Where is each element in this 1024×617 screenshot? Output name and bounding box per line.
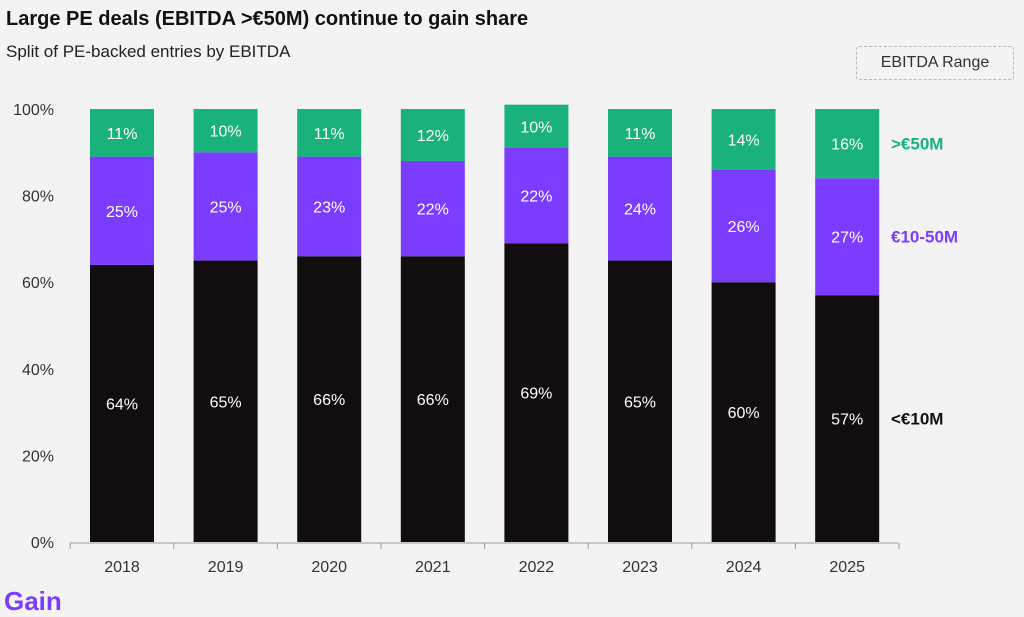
- bar-segment-10m: [90, 264, 154, 542]
- data-label: 26%: [728, 219, 760, 236]
- x-tick-label: 2023: [622, 559, 658, 576]
- x-tick-label: 2025: [829, 559, 865, 576]
- data-label: 11%: [107, 126, 138, 143]
- chart-subtitle: Split of PE-backed entries by EBITDA: [6, 42, 291, 61]
- x-tick-label: 2018: [104, 559, 140, 576]
- data-label: 16%: [831, 137, 863, 154]
- bar-segment-50m: [504, 104, 569, 148]
- bar-segment-50m: [608, 109, 672, 157]
- data-label: 57%: [831, 412, 863, 429]
- y-tick-label: 60%: [22, 275, 54, 292]
- bar-segment-50m: [297, 109, 362, 157]
- bar-segment-10m: [193, 260, 258, 542]
- data-label: 11%: [625, 126, 656, 143]
- bar-segment-10-50m: [608, 156, 672, 261]
- series-labels: <€10M €10-50M >€50M: [891, 135, 958, 429]
- data-label: 65%: [624, 394, 656, 411]
- data-label: 25%: [106, 204, 138, 221]
- bar-segment-10m: [297, 256, 362, 542]
- bar-segment-10-50m: [193, 152, 258, 261]
- y-tick-label: 20%: [22, 448, 54, 465]
- data-label: 65%: [210, 394, 242, 411]
- data-label: 64%: [106, 396, 138, 413]
- data-label: 27%: [831, 230, 863, 247]
- series-label: <€10M: [891, 410, 943, 429]
- data-label: 24%: [624, 202, 656, 219]
- y-tick-label: 80%: [22, 189, 54, 206]
- y-tick-label: 40%: [22, 362, 54, 379]
- bar-segment-50m: [193, 109, 258, 153]
- data-label: 12%: [417, 128, 449, 145]
- data-label: 66%: [313, 392, 345, 409]
- y-tick-label: 100%: [13, 102, 54, 119]
- data-label: 22%: [520, 189, 552, 206]
- data-label: 60%: [728, 405, 760, 422]
- legend-title-box: EBITDA Range: [856, 46, 1014, 80]
- bar-segment-10-50m: [90, 156, 154, 265]
- y-tick-label: 0%: [31, 535, 54, 552]
- bar-segment-50m: [90, 109, 154, 157]
- bar-segment-10m: [815, 295, 880, 542]
- bar-segment-10-50m: [815, 178, 880, 296]
- bars-group: 64% 25% 11% 65% 25% 10% 66% 23% 11% 66% 22% 12% 69% 2…: [90, 104, 880, 543]
- bar-segment-50m: [711, 109, 776, 170]
- data-label: 11%: [314, 126, 345, 143]
- bar-segment-50m: [400, 109, 465, 161]
- data-label: 66%: [417, 392, 449, 409]
- bar-segment-10-50m: [297, 156, 362, 257]
- x-tick-label: 2024: [726, 559, 762, 576]
- series-label: >€50M: [891, 135, 943, 154]
- x-tick-label: 2022: [519, 559, 555, 576]
- data-label: 69%: [520, 386, 552, 403]
- bar-segment-10m: [608, 260, 672, 542]
- data-label: 23%: [313, 199, 345, 216]
- bar-segment-10m: [400, 256, 465, 542]
- data-label: 22%: [417, 202, 449, 219]
- series-label: €10-50M: [891, 228, 958, 247]
- y-axis: 0% 20% 40% 60% 80% 100%: [13, 102, 54, 552]
- chart-title: Large PE deals (EBITDA >€50M) continue t…: [6, 8, 529, 30]
- x-tick-label: 2020: [311, 559, 347, 576]
- data-label: 10%: [520, 119, 552, 136]
- data-label: 14%: [728, 132, 760, 149]
- bar-segment-10m: [504, 243, 569, 543]
- x-tick-label: 2019: [208, 559, 244, 576]
- gain-logo: Gain: [4, 586, 62, 616]
- data-label: 10%: [210, 124, 242, 141]
- bar-segment-10-50m: [504, 147, 569, 244]
- bar-segment-50m: [815, 109, 880, 179]
- data-label: 25%: [210, 199, 242, 216]
- bar-segment-10m: [711, 282, 776, 542]
- bar-segment-10-50m: [711, 169, 776, 283]
- x-tick-label: 2021: [415, 559, 451, 576]
- bar-segment-10-50m: [400, 160, 465, 257]
- x-axis: 2018 2019 2020 2021 2022 2023 2024 2025: [69, 542, 900, 576]
